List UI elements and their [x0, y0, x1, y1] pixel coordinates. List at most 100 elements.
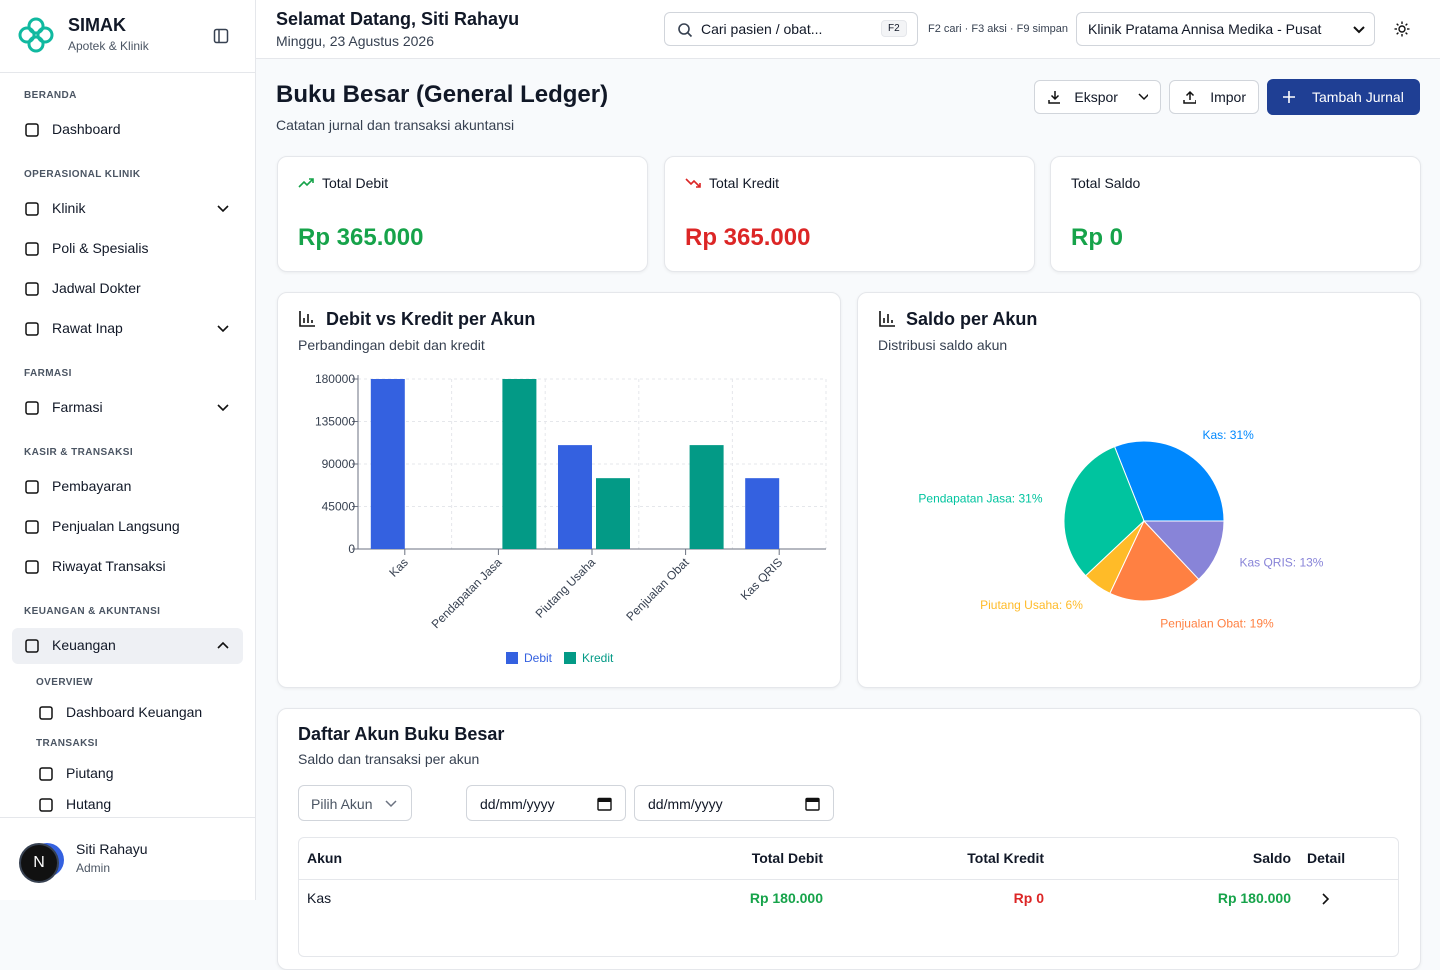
icon-shape [25, 322, 39, 336]
nav-icon [25, 282, 39, 296]
chart-icon [299, 311, 315, 327]
legend-swatch [564, 652, 576, 664]
export-button[interactable]: Ekspor [1034, 80, 1161, 114]
bar-chart: 0 45000 90000 135000 180000 Kas Pendapatan Jas… [315, 372, 827, 665]
nav-icon [25, 322, 39, 336]
nav-section-title: KASIR & TRANSAKSI [24, 447, 134, 458]
bar [502, 379, 537, 549]
x-tick-label: Penjualan Obat [623, 555, 692, 624]
chart-subtitle: Perbandingan debit dan kredit [298, 337, 485, 353]
greeting: Selamat Datang, Siti Rahayu [276, 9, 520, 29]
chevron-path [217, 641, 229, 649]
avatar[interactable]: N [19, 843, 59, 883]
nav-item[interactable]: Dashboard [52, 121, 121, 137]
column-header: Saldo [1252, 850, 1291, 866]
ledger-subtitle: Saldo dan transaksi per akun [298, 751, 480, 767]
search-placeholder: Cari pasien / obat... [701, 21, 823, 37]
chart-icon [879, 311, 895, 327]
divider [0, 72, 255, 73]
pie-slice [1113, 440, 1225, 522]
nav-item[interactable]: Jadwal Dokter [52, 280, 141, 296]
icon-shape [25, 123, 39, 137]
bar [689, 445, 724, 549]
page-subtitle: Catatan jurnal dan transaksi akuntansi [276, 117, 515, 133]
chevron [385, 800, 397, 808]
date: Minggu, 23 Agustus 2026 [276, 33, 435, 49]
button-label: Impor [1210, 89, 1246, 105]
column-header: Total Debit [751, 850, 823, 866]
date-from[interactable]: dd/mm/yyyy [466, 785, 626, 821]
stat-card: Total Saldo Rp 0 [1050, 156, 1421, 272]
nav-item[interactable]: Riwayat Transaksi [52, 558, 166, 574]
nav-item[interactable]: Poli & Spesialis [52, 240, 149, 256]
nav-icon [25, 480, 39, 494]
chart-subtitle: Distribusi saldo akun [878, 337, 1008, 353]
y-tick-label: 45000 [322, 500, 356, 514]
detail-button[interactable] [1321, 893, 1331, 905]
nav-item[interactable]: Penjualan Langsung [52, 518, 180, 534]
nav-item[interactable]: Pembayaran [52, 478, 132, 494]
import-button[interactable]: Impor [1169, 80, 1259, 114]
user-name: Siti Rahayu [76, 841, 148, 857]
pie-chart: Kas: 31% Pendapatan Jasa: 31% Piutang Usah… [918, 428, 1323, 631]
bar [745, 478, 780, 549]
search-box[interactable]: Cari pasien / obat... F2 [664, 12, 918, 46]
icon-shape [39, 798, 53, 812]
icon-shape [25, 560, 39, 574]
y-tick-label: 180000 [315, 372, 355, 386]
legend-label: Kredit [582, 651, 614, 665]
cell: Rp 180.000 [1217, 890, 1291, 906]
user-role: Admin [76, 861, 111, 875]
icon-shape [25, 282, 39, 296]
nav-icon [25, 123, 39, 137]
nav: BERANDA Dashboard OPERASIONAL KLINIK Klinik… [0, 73, 255, 817]
icon-shape [25, 202, 39, 216]
sidebar: SIMAK Apotek & Klinik BERANDA Dashboard OP… [0, 0, 256, 900]
calendar-icon [805, 797, 820, 811]
date-placeholder: dd/mm/yyyy [648, 796, 723, 812]
theme-toggle[interactable] [1394, 21, 1410, 37]
nav-item[interactable]: Dashboard Keuangan [66, 704, 203, 720]
cell: Rp 0 [1013, 890, 1044, 906]
nav-item[interactable]: Piutang [66, 765, 114, 781]
x-tick-label: Kas [386, 555, 411, 580]
shortcuts: F2 cari · F3 aksi · F9 simpan [928, 23, 1068, 35]
nav-icon [39, 767, 53, 781]
nav-active-bg [12, 628, 243, 664]
button-label: Ekspor [1074, 89, 1118, 105]
legend-label: Debit [524, 651, 553, 665]
divider [0, 817, 255, 818]
tagline: Apotek & Klinik [68, 39, 149, 53]
filter-label: Pilih Akun [311, 796, 373, 812]
collapse-button[interactable] [213, 28, 229, 44]
chevron [217, 325, 229, 333]
x-tick-label: Kas QRIS [738, 555, 786, 603]
nav-item[interactable]: Hutang [66, 796, 112, 812]
nav-section-title: OVERVIEW [36, 677, 93, 688]
nav-item[interactable]: Farmasi [52, 399, 103, 415]
nav-icon [25, 242, 39, 256]
upload-icon [1183, 90, 1197, 104]
date-to[interactable]: dd/mm/yyyy [634, 785, 834, 821]
nav-icon [25, 520, 39, 534]
nav-icon [39, 706, 53, 720]
clinic-name: Klinik Pratama Annisa Medika - Pusat [1088, 21, 1322, 37]
icon-shape [39, 706, 53, 720]
stat-value: Rp 0 [1071, 224, 1124, 251]
topbar: Selamat Datang, Siti Rahayu Minggu, 23 A… [256, 0, 1440, 59]
nav-icon [25, 560, 39, 574]
nav-item[interactable]: Keuangan [52, 637, 116, 653]
column-header: Total Kredit [967, 850, 1044, 866]
stat-label: Total Kredit [709, 175, 780, 191]
stat-label: Total Debit [322, 175, 389, 191]
nav-item[interactable]: Rawat Inap [52, 320, 123, 336]
pie-label: Pendapatan Jasa: 31% [918, 491, 1042, 505]
account-filter[interactable]: Pilih Akun [298, 785, 412, 821]
stat-card: Total Debit Rp 365.000 [277, 156, 648, 272]
chevron-path [217, 325, 229, 333]
nav-item[interactable]: Klinik [52, 200, 86, 216]
stat-value: Rp 365.000 [685, 224, 811, 251]
clinic-select[interactable]: Klinik Pratama Annisa Medika - Pusat [1076, 12, 1375, 46]
add-journal-button[interactable]: Tambah Jurnal [1267, 79, 1420, 115]
cell: Rp 180.000 [749, 890, 823, 906]
